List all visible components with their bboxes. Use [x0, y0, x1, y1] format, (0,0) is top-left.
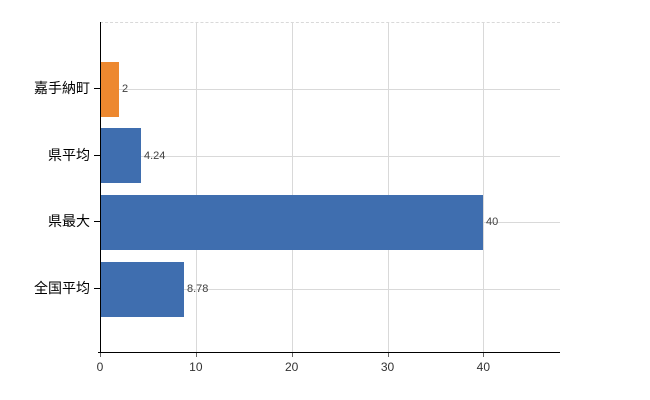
horizontal-gridline [100, 156, 560, 157]
vertical-gridline [483, 23, 485, 353]
vertical-gridline [291, 23, 293, 353]
x-tick-label: 20 [284, 360, 299, 374]
y-axis-tick [94, 88, 100, 89]
vertical-gridline [387, 23, 389, 353]
x-axis-tick [195, 353, 197, 357]
bar-全国平均 [100, 262, 184, 317]
x-axis-tick [483, 353, 485, 357]
bar-県最大 [100, 195, 483, 250]
x-tick-label: 30 [380, 360, 395, 374]
x-axis-line [98, 352, 560, 353]
y-axis-line [100, 22, 101, 355]
bar-嘉手納町 [100, 62, 119, 117]
bar-value-label: 4.24 [144, 150, 166, 162]
y-axis-tick [94, 288, 100, 289]
y-axis-tick [94, 221, 100, 222]
category-label: 県平均 [48, 147, 90, 163]
bar-value-label: 2 [122, 83, 129, 95]
horizontal-gridline [100, 89, 560, 90]
category-label: 県最大 [48, 213, 90, 229]
x-tick-label: 40 [476, 360, 490, 374]
plot-area: 2 4.24 40 8.78 [100, 22, 560, 353]
x-tick-label: 0 [96, 360, 104, 374]
x-axis-tick [291, 353, 293, 357]
bar-value-label: 8.78 [187, 283, 209, 295]
bar-県平均 [100, 128, 141, 183]
vertical-gridline [195, 23, 197, 353]
x-axis-tick [387, 353, 389, 357]
y-axis-tick [94, 155, 100, 156]
horizontal-gridline [100, 289, 560, 290]
x-tick-label: 10 [189, 360, 203, 374]
bar-value-label: 40 [486, 216, 499, 228]
category-label: 全国平均 [34, 280, 90, 296]
x-axis-tick [100, 353, 101, 357]
category-label: 嘉手納町 [34, 80, 90, 96]
